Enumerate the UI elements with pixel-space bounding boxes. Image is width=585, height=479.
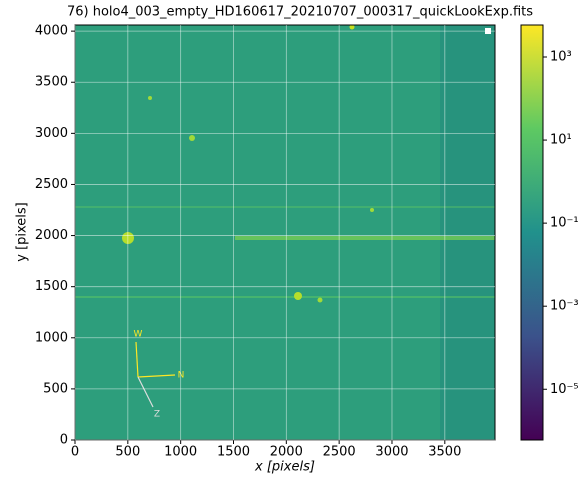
y-axis-label: y [pixels] [15,202,30,262]
star [189,135,195,141]
streak [235,236,495,240]
colorbar-tick-label: 10⁻³ [550,299,579,314]
y-tick-label: 4000 [35,24,68,39]
compass-arrow [137,376,154,408]
x-axis-label: x [pixels] [254,460,315,475]
star [294,292,302,300]
star [349,24,355,30]
image-edge [440,25,495,440]
x-tick-label: 2500 [323,445,356,460]
y-tick-label: 1500 [35,279,68,294]
annotation: Z [154,410,160,420]
x-tick-label: 500 [115,445,140,460]
colorbar-tick-label: 10³ [550,50,572,65]
x-tick-label: 2000 [270,445,303,460]
y-tick-label: 3000 [35,126,68,141]
star [148,96,152,100]
star [317,297,323,303]
colorbar-tick-label: 10⁻¹ [550,216,579,231]
y-tick-label: 2000 [35,228,68,243]
image: W N Z [75,24,495,440]
y-tick-label: 500 [43,381,68,396]
y-tick-label: 1000 [35,330,68,345]
chart-title: 76) holo4_003_empty_HD160617_20210707_00… [67,5,533,20]
y-tick-label: 3500 [35,75,68,90]
streak [75,296,495,298]
colorbar-tick-label: 10⁻⁵ [550,382,579,397]
x-tick-label: 1000 [164,445,197,460]
y-tick-label: 2500 [35,177,68,192]
compass [135,341,176,408]
annotation: W [134,330,143,340]
x-tick-label: 3500 [428,445,461,460]
streak [75,206,495,208]
x-tick-label: 1500 [217,445,250,460]
x-tick-label: 0 [71,445,79,460]
x-tick-label: 3000 [375,445,408,460]
image-background [75,25,495,440]
compass-arrow [137,374,176,378]
colorbar-tick-label: 10¹ [550,133,572,148]
compass-arrow [135,341,139,378]
colorbar [520,24,544,441]
y-tick-label: 0 [60,433,68,448]
star [370,208,374,212]
